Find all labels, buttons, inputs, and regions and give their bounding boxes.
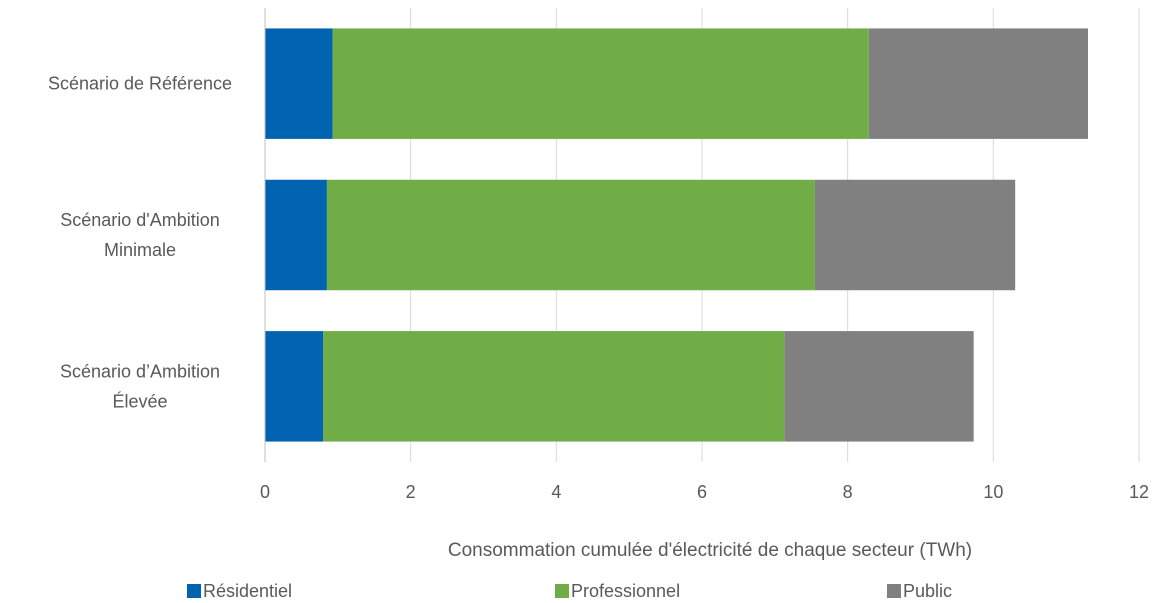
category-label: Scénario de Référence — [48, 74, 232, 94]
x-tick-label: 2 — [406, 482, 416, 502]
x-tick-label: 4 — [551, 482, 561, 502]
legend-label: Résidentiel — [203, 581, 292, 601]
bar-r-sidentiel-2 — [265, 331, 324, 442]
x-tick-label: 8 — [843, 482, 853, 502]
bar-professionnel-0 — [332, 28, 869, 139]
category-label: Scénario d’Ambition Élevée — [60, 361, 220, 411]
bar-professionnel-2 — [323, 331, 785, 442]
bars — [265, 28, 1089, 442]
bar-public-1 — [814, 179, 1016, 291]
category-labels: Scénario de Référence Scénario d'Ambition… — [48, 74, 232, 412]
bar-r-sidentiel-0 — [265, 28, 333, 139]
category-label-line: Scénario d’Ambition — [60, 361, 220, 381]
x-tick-label: 6 — [697, 482, 707, 502]
x-axis-title: Consommation cumulée d'électricité de ch… — [448, 540, 972, 561]
category-label: Scénario d'Ambition Minimale — [60, 210, 220, 260]
x-tick-label: 12 — [1129, 482, 1149, 502]
legend-label: Public — [903, 581, 952, 601]
legend-swatch — [187, 584, 201, 598]
bar-professionnel-1 — [326, 179, 815, 291]
legend-swatch — [555, 584, 569, 598]
category-label-line: Scénario de Référence — [48, 74, 232, 94]
legend-label: Professionnel — [571, 581, 680, 601]
legend: Résidentiel Professionnel Public — [187, 581, 952, 601]
x-tick-label: 0 — [260, 482, 270, 502]
legend-swatch — [887, 584, 901, 598]
category-label-line: Élevée — [112, 391, 167, 411]
x-tick-labels: 0 2 4 6 8 10 12 — [260, 482, 1149, 502]
x-tick-label: 10 — [983, 482, 1003, 502]
bar-r-sidentiel-1 — [265, 179, 327, 291]
bar-public-2 — [784, 331, 974, 442]
bar-public-0 — [868, 28, 1089, 139]
category-label-line: Scénario d'Ambition — [60, 210, 220, 230]
category-label-line: Minimale — [104, 240, 176, 260]
